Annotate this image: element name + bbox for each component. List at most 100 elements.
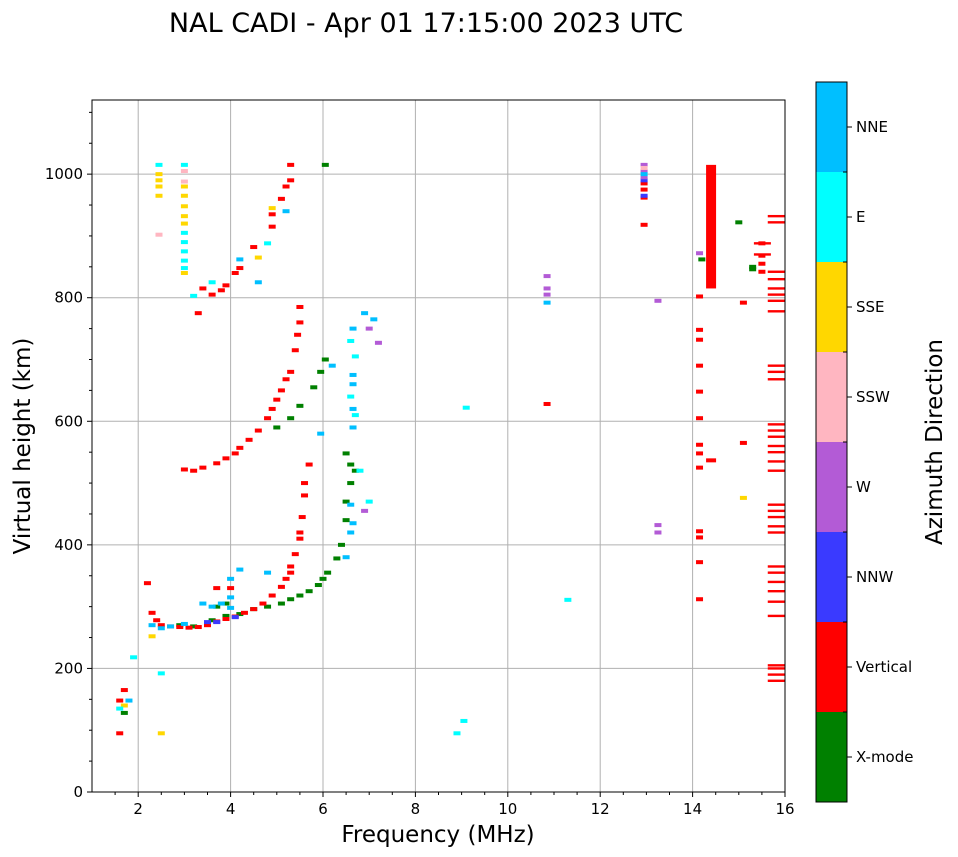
echo-dash	[767, 571, 785, 574]
echo-mark-vertical	[148, 610, 156, 615]
colorbar-segment	[816, 712, 847, 802]
echo-mark-vertical	[268, 406, 276, 411]
echo-mark-e	[365, 499, 373, 504]
y-tick-label: 600	[54, 412, 83, 430]
echo-mark-vertical	[696, 529, 704, 534]
echo-mark-e	[347, 338, 355, 343]
echo-mark-w	[696, 251, 704, 256]
echo-mark-w	[654, 298, 662, 303]
echo-mark-x-mode	[698, 257, 706, 262]
echo-mark-w	[543, 292, 551, 297]
echo-mark-vertical	[291, 552, 299, 557]
echo-mark-vertical	[273, 397, 281, 402]
echo-mark-vertical	[250, 607, 258, 612]
echo-mark-x-mode	[324, 570, 332, 575]
echo-mark-e	[116, 706, 124, 711]
echo-mark-x-mode	[264, 604, 272, 609]
echo-mark-vertical	[294, 332, 302, 337]
echo-mark-vertical	[640, 222, 648, 227]
echo-mark-sse	[180, 193, 188, 198]
echo-mark-vertical	[287, 369, 295, 374]
x-axis-label: Frequency (MHz)	[341, 822, 534, 848]
echo-mark-e	[462, 405, 470, 410]
echo-mark-nne	[317, 431, 325, 436]
echo-dash	[753, 253, 771, 256]
echo-mark-e	[351, 413, 359, 418]
echo-mark-vertical	[231, 271, 239, 275]
echo-mark-x-mode	[222, 601, 230, 606]
colorbar-tick-label: E	[856, 208, 865, 226]
echo-mark-sse	[268, 206, 276, 211]
echo-mark-nne	[282, 209, 290, 214]
echo-mark-nne	[180, 621, 188, 626]
colorbar-tick-label: SSE	[856, 298, 885, 316]
echo-mark-x-mode	[222, 613, 230, 618]
echo-mark-x-mode	[314, 583, 322, 588]
echo-mark-vertical	[291, 348, 299, 353]
echo-mark-vertical	[696, 597, 704, 602]
echo-mark-w	[640, 175, 648, 180]
x-axis: 2 4 6 8 10 12 14 16	[114, 792, 795, 818]
echo-mark-vertical	[758, 269, 766, 274]
echo-mark-vertical	[199, 465, 207, 470]
echo-mark-nne	[347, 530, 355, 535]
echo-mark-w	[654, 523, 662, 528]
echo-mark-e	[180, 249, 188, 254]
echo-mark-vertical	[120, 688, 128, 693]
echo-mark-sse	[155, 178, 163, 183]
echo-mark-vertical	[287, 570, 295, 575]
echo-mark-vertical	[116, 698, 124, 703]
echo-mark-w	[374, 340, 382, 345]
echo-mark-ssw	[180, 169, 188, 174]
echo-mark-w	[365, 326, 373, 331]
echo-mark-vertical	[282, 184, 290, 189]
echo-mark-vertical	[696, 294, 704, 299]
echo-mark-vertical	[287, 178, 295, 183]
echo-mark-vertical	[296, 536, 304, 541]
echo-mark-vertical	[227, 586, 235, 591]
echo-dash	[767, 310, 785, 313]
echo-mark-e	[351, 354, 359, 359]
echo-mark-nne	[640, 172, 648, 177]
echo-mark-vertical	[739, 300, 747, 305]
x-tick-label: 8	[411, 800, 421, 818]
echo-mark-vertical	[696, 560, 704, 565]
colorbar-tick-label: SSW	[856, 388, 890, 406]
x-tick-label: 14	[683, 800, 702, 818]
echo-mark-x-mode	[333, 556, 341, 561]
echo-dash	[767, 469, 785, 472]
echo-mark-w	[361, 508, 369, 513]
echo-mark-x-mode	[749, 264, 757, 269]
echo-mark-sse	[180, 184, 188, 189]
echo-mark-nne	[227, 605, 235, 610]
echo-mark-x-mode	[236, 612, 244, 617]
echo-mark-vertical	[296, 320, 304, 325]
echo-mark-vertical	[268, 224, 276, 229]
echo-mark-sse	[254, 255, 262, 260]
echo-mark-vertical	[277, 584, 285, 589]
echo-mark-nne	[543, 300, 551, 305]
echo-mark-nne	[361, 311, 369, 316]
echo-mark-nne	[347, 502, 355, 507]
y-axis-label: Virtual height (km)	[10, 338, 36, 555]
echo-mark-sse	[180, 204, 188, 209]
echo-mark-x-mode	[342, 499, 350, 504]
grid-lines	[92, 100, 786, 793]
echo-mark-nne	[370, 317, 378, 322]
echo-mark-sse	[739, 495, 747, 500]
echo-mark-x-mode	[310, 385, 318, 390]
echo-mark-x-mode	[347, 481, 355, 486]
echo-mark-vertical	[543, 401, 551, 406]
echo-mark-vertical	[305, 462, 313, 467]
echo-mark-vertical	[696, 337, 704, 342]
echo-mark-nne	[236, 567, 244, 572]
echo-mark-nne	[342, 555, 350, 560]
echo-mark-x-mode	[190, 624, 198, 629]
echo-dash	[767, 580, 785, 584]
echo-dash	[767, 364, 785, 367]
echo-mark-vertical	[143, 581, 151, 586]
y-tick-label: 200	[54, 659, 83, 677]
echo-mark-vertical	[264, 416, 272, 421]
echo-mark-nne	[349, 382, 357, 387]
colorbar-segment	[816, 352, 847, 442]
